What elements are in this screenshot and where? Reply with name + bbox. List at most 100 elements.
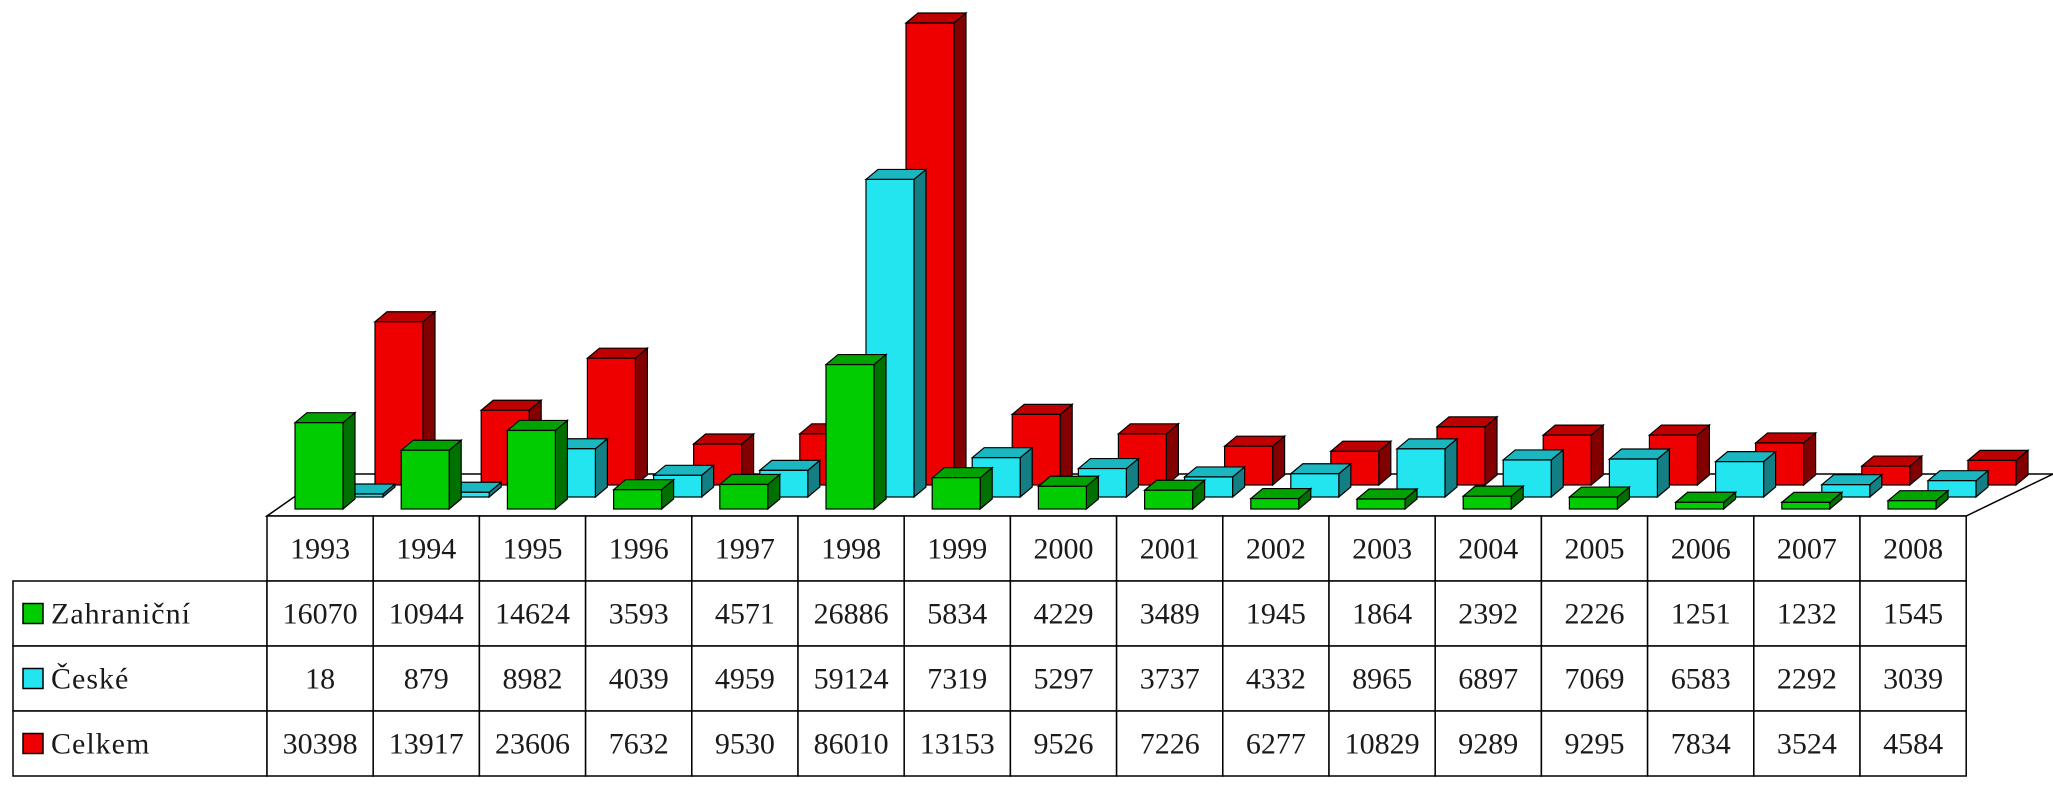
- data-value: 30398: [283, 728, 358, 761]
- data-value: 8965: [1352, 663, 1412, 696]
- table-cell: [1540, 710, 1649, 777]
- table-cell: [266, 580, 374, 647]
- bar-zahraniční-2001: [1142, 478, 1207, 511]
- data-value: 7069: [1565, 663, 1625, 696]
- data-value: 3737: [1140, 663, 1200, 696]
- data-value: 8982: [503, 663, 563, 696]
- data-value: 9526: [1034, 728, 1094, 761]
- bar-zahraniční-1997: [718, 473, 782, 511]
- data-value: 86010: [814, 728, 889, 761]
- table-cell: [691, 710, 799, 777]
- data-value: 13917: [389, 728, 464, 761]
- data-value: 18: [305, 663, 335, 696]
- bar-zahraniční-2006: [1673, 490, 1738, 511]
- table-cell: [1328, 710, 1436, 777]
- table-cell: [1859, 645, 1967, 712]
- data-value: 3039: [1883, 663, 1943, 696]
- legend-cell: [12, 645, 268, 712]
- bar-zahraniční-2000: [1036, 475, 1101, 511]
- bar-zahraniční-1996: [611, 478, 676, 511]
- table-cell: [1434, 580, 1543, 647]
- table-cell: [1009, 645, 1118, 712]
- table-header-cell: [1540, 515, 1649, 582]
- table-header-cell: [1859, 515, 1967, 582]
- data-value: 7632: [609, 728, 669, 761]
- table-cell: [1753, 710, 1861, 777]
- data-value: 1251: [1671, 598, 1731, 631]
- table-header-cell: [266, 515, 374, 582]
- data-value: 59124: [814, 663, 889, 696]
- bar-české-2004: [1501, 448, 1565, 499]
- bar-zahraniční-2008: [1886, 489, 1950, 511]
- bar-zahraniční-1999: [930, 466, 994, 511]
- bar-zahraniční-2005: [1567, 485, 1632, 511]
- table-cell: [903, 710, 1012, 777]
- year-label: 1997: [715, 533, 775, 566]
- table-header-cell: [797, 515, 905, 582]
- year-label: 1994: [396, 533, 456, 566]
- bar-celkem-1993: [373, 310, 437, 487]
- data-value: 5297: [1034, 663, 1094, 696]
- legend-swatch: [22, 667, 44, 690]
- table-cell: [1434, 710, 1543, 777]
- table-cell: [584, 710, 693, 777]
- table-cell: [1859, 710, 1967, 777]
- table-header-cell: [1646, 515, 1755, 582]
- table-cell: [691, 580, 799, 647]
- table-cell: [478, 580, 587, 647]
- data-value: 1232: [1777, 598, 1837, 631]
- table-header-cell: [1434, 515, 1543, 582]
- data-value: 16070: [283, 598, 358, 631]
- legend-label: Celkem: [51, 728, 150, 761]
- data-value: 2292: [1777, 663, 1837, 696]
- table-cell: [903, 580, 1012, 647]
- year-label: 1999: [927, 533, 987, 566]
- table-cell: [797, 645, 905, 712]
- table-cell: [1859, 580, 1967, 647]
- year-label: 2000: [1034, 533, 1094, 566]
- table-header-cell: [1328, 515, 1436, 582]
- year-label: 2008: [1883, 533, 1943, 566]
- data-table: 1993 1994 1995 1996 1997 1998 1999 2000 2001 2002…: [12, 515, 1967, 777]
- table-cell: [1540, 580, 1649, 647]
- data-value: 4229: [1034, 598, 1094, 631]
- bar-české-2000: [1076, 457, 1141, 499]
- legend-cell: [12, 580, 268, 647]
- data-value: 13153: [920, 728, 995, 761]
- bar-české-2003: [1395, 437, 1459, 499]
- data-value: 879: [404, 663, 449, 696]
- data-value: 14624: [495, 598, 570, 631]
- data-value: 1945: [1246, 598, 1306, 631]
- table-cell: [1753, 580, 1861, 647]
- data-value: 2226: [1565, 598, 1625, 631]
- bar-zahraniční-1994: [399, 438, 463, 511]
- table-cell: [372, 710, 481, 777]
- legend-cell: [12, 710, 268, 777]
- table-cell: [584, 580, 693, 647]
- year-label: 1993: [290, 533, 350, 566]
- year-label: 1995: [503, 533, 563, 566]
- table-header-cell: [691, 515, 799, 582]
- data-value: 10829: [1345, 728, 1420, 761]
- table-cell: [372, 580, 481, 647]
- data-value: 4571: [715, 598, 775, 631]
- data-value: 9289: [1458, 728, 1518, 761]
- bar-zahraniční-2004: [1461, 484, 1525, 511]
- bar-zahraniční-2002: [1249, 487, 1313, 511]
- table-cell: [1222, 710, 1330, 777]
- year-label: 2005: [1565, 533, 1625, 566]
- table-cell: [1646, 580, 1755, 647]
- table-cell: [903, 645, 1012, 712]
- table-cell: [584, 645, 693, 712]
- bar-celkem-2007: [1860, 454, 1924, 487]
- table-cell: [266, 645, 374, 712]
- table-cell: [1115, 710, 1224, 777]
- bar-české-1999: [970, 446, 1034, 499]
- legend-swatch: [22, 732, 44, 755]
- legend-label: Zahraniční: [51, 598, 191, 631]
- data-value: 3489: [1140, 598, 1200, 631]
- table-cell: [1434, 645, 1543, 712]
- bar-celkem-2008: [1966, 449, 2030, 487]
- table-header-cell: [1115, 515, 1224, 582]
